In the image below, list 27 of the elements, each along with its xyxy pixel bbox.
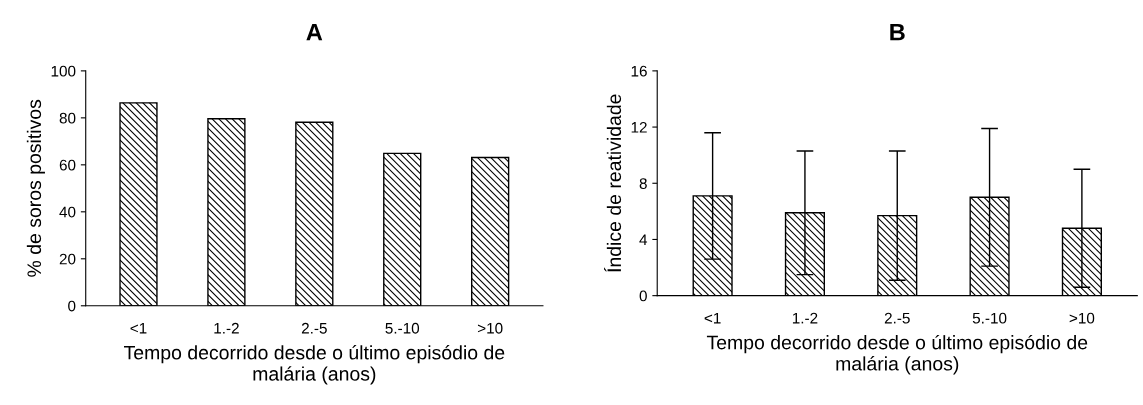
x-tick-label: >10 — [477, 322, 503, 334]
x-tick-label: 1.-2 — [214, 322, 239, 334]
y-tick-label: 12 — [631, 121, 647, 133]
y-tick-label: 4 — [639, 234, 648, 245]
x-tick-label: 2.-5 — [301, 322, 327, 334]
y-axis-title: Índice de reatividade — [604, 94, 622, 272]
y-tick-label: 0 — [639, 290, 647, 302]
x-tick-label: <1 — [704, 312, 721, 324]
y-tick-label: 16 — [631, 65, 647, 77]
x-tick-label: 5.-10 — [972, 312, 1007, 324]
y-tick-label: 0 — [68, 300, 76, 312]
chart-title: B — [890, 24, 905, 41]
x-tick-label: <1 — [130, 323, 147, 334]
x-axis-title: Tempo decorrido desde o último episódio de malária (anos) — [124, 345, 505, 385]
y-tick-label: 40 — [59, 206, 76, 218]
x-tick-label: 5.-10 — [385, 322, 420, 334]
x-tick-label: >10 — [1069, 312, 1095, 324]
x-axis-title: Tempo decorrido desde o último episódio de malária (anos) — [706, 334, 1088, 375]
chart-title: A — [306, 24, 323, 41]
x-tick-label: 1.-2 — [792, 312, 818, 324]
x-tick-label: 2.-5 — [884, 312, 910, 324]
y-tick-label: 20 — [59, 253, 76, 265]
y-tick-label: 100 — [51, 65, 76, 77]
y-tick-label: 80 — [59, 112, 76, 124]
y-tick-label: 8 — [639, 178, 647, 189]
y-tick-label: 60 — [59, 159, 76, 171]
y-axis-title: % de soros positivos — [26, 99, 45, 277]
